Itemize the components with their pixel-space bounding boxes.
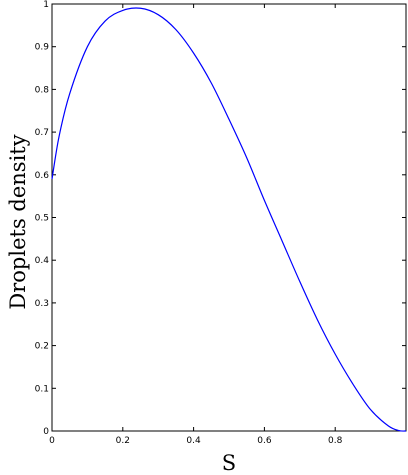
plot-area [51, 3, 407, 432]
y-tick-label: 0.3 [35, 299, 49, 309]
y-tick-label: 1 [43, 0, 49, 10]
y-tick-label: 0.1 [35, 384, 49, 394]
y-tick-label: 0.4 [35, 256, 50, 266]
x-tick-label: 0.2 [116, 436, 130, 446]
y-tick-label: 0 [43, 427, 49, 437]
y-axis-label: Droplets density [6, 134, 30, 309]
x-axis-label: S [222, 451, 236, 475]
series-line [51, 7, 407, 432]
y-tick-label: 0.6 [35, 171, 50, 181]
x-tick-label: 0.6 [257, 436, 272, 446]
x-tick-label: 0.8 [328, 436, 343, 446]
y-tick-label: 0.2 [35, 342, 49, 352]
x-tick-label: 0 [49, 436, 55, 446]
x-tick-label: 0.4 [186, 436, 201, 446]
y-tick-label: 0.5 [35, 214, 49, 224]
y-tick-label: 0.7 [35, 128, 49, 138]
series-layer [51, 7, 407, 432]
y-tick-label: 0.9 [35, 43, 50, 53]
axis-tick-labels: 0 0.2 0.4 0.6 0.8 0 0.1 0.2 0.3 0.4 0.5 0.6 0.7 0.8 0.… [35, 0, 343, 446]
y-tick-label: 0.8 [35, 85, 50, 95]
